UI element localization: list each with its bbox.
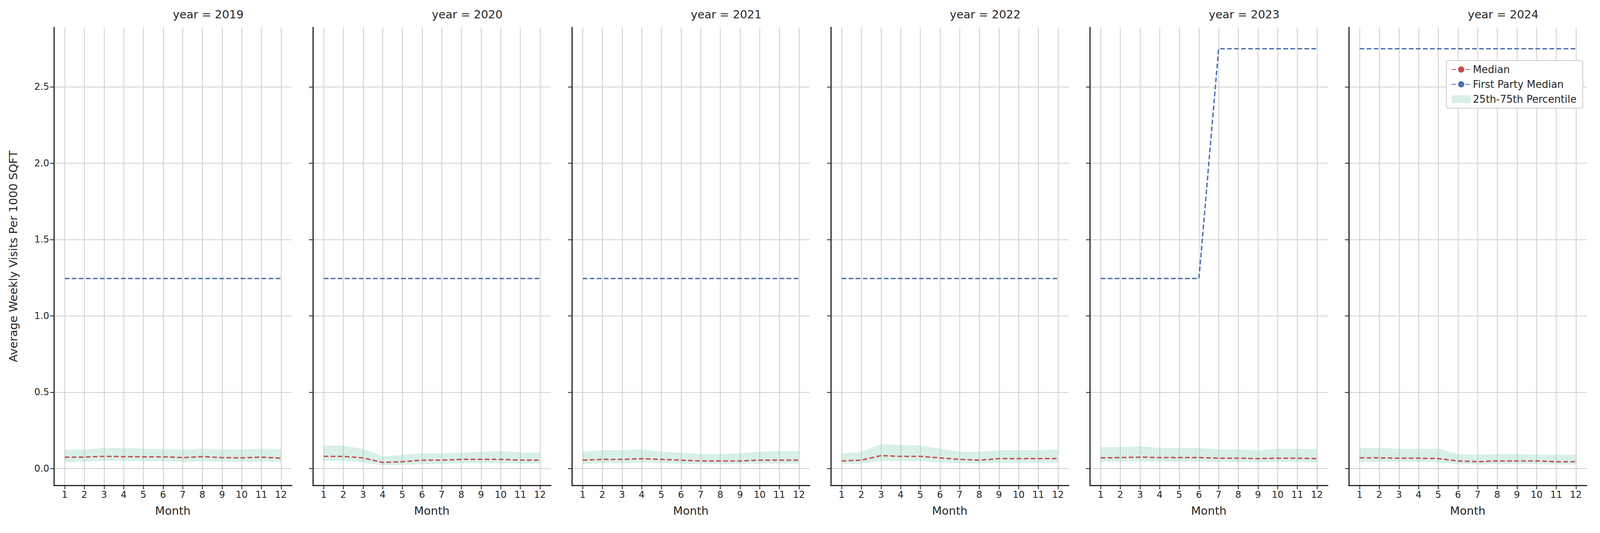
svg-text:10: 10 (753, 489, 766, 501)
svg-text:Median: Median (1473, 63, 1511, 76)
svg-text:1: 1 (61, 489, 68, 501)
svg-text:7: 7 (1215, 489, 1222, 501)
svg-text:8: 8 (976, 489, 983, 501)
svg-text:25th-75th Percentile: 25th-75th Percentile (1473, 93, 1577, 106)
svg-text:5: 5 (1435, 489, 1442, 501)
svg-text:3: 3 (360, 489, 367, 501)
svg-text:7: 7 (179, 489, 186, 501)
svg-text:4: 4 (1156, 489, 1163, 501)
svg-text:12: 12 (1051, 489, 1065, 501)
svg-text:3: 3 (1396, 489, 1402, 501)
svg-text:7: 7 (697, 489, 704, 501)
svg-text:year = 2024: year = 2024 (1467, 7, 1539, 22)
svg-text:1: 1 (579, 489, 586, 501)
svg-text:6: 6 (1196, 489, 1202, 501)
svg-text:10: 10 (1012, 489, 1025, 501)
svg-text:11: 11 (1550, 489, 1563, 501)
svg-text:2: 2 (1117, 489, 1124, 501)
svg-text:2: 2 (858, 489, 865, 501)
svg-text:10: 10 (235, 489, 248, 501)
svg-text:6: 6 (1455, 489, 1461, 501)
svg-text:Month: Month (673, 504, 709, 518)
svg-text:2.0: 2.0 (34, 157, 50, 169)
svg-text:6: 6 (160, 489, 167, 501)
svg-text:4: 4 (1415, 489, 1422, 501)
svg-text:Month: Month (932, 504, 968, 518)
svg-text:7: 7 (1474, 489, 1481, 501)
svg-text:3: 3 (101, 489, 108, 501)
svg-text:8: 8 (199, 489, 206, 501)
svg-text:Average Weekly Visits Per 1000: Average Weekly Visits Per 1000 SQFT (6, 150, 20, 363)
svg-text:0.0: 0.0 (34, 463, 50, 475)
svg-text:1: 1 (1356, 489, 1363, 501)
svg-text:11: 11 (1032, 489, 1045, 501)
svg-text:year = 2023: year = 2023 (1208, 7, 1280, 22)
svg-text:5: 5 (917, 489, 924, 501)
svg-text:12: 12 (1310, 489, 1324, 501)
svg-text:1: 1 (320, 489, 327, 501)
svg-text:12: 12 (533, 489, 547, 501)
svg-text:4: 4 (379, 489, 386, 501)
svg-text:11: 11 (1291, 489, 1304, 501)
svg-text:12: 12 (275, 489, 288, 501)
svg-text:6: 6 (937, 489, 943, 501)
svg-text:3: 3 (619, 489, 625, 501)
svg-text:10: 10 (1271, 489, 1284, 501)
svg-text:8: 8 (717, 489, 724, 501)
svg-text:8: 8 (1235, 489, 1242, 501)
svg-text:1.0: 1.0 (34, 310, 50, 322)
svg-text:11: 11 (773, 489, 786, 501)
svg-text:9: 9 (737, 489, 743, 501)
svg-text:4: 4 (120, 489, 127, 501)
svg-text:Month: Month (1191, 504, 1227, 518)
svg-text:4: 4 (638, 489, 645, 501)
svg-text:9: 9 (996, 489, 1002, 501)
svg-text:3: 3 (1137, 489, 1143, 501)
svg-text:12: 12 (1569, 489, 1583, 501)
svg-text:6: 6 (419, 489, 425, 501)
svg-text:1: 1 (838, 489, 845, 501)
svg-text:2.5: 2.5 (34, 81, 50, 93)
svg-text:2: 2 (81, 489, 88, 501)
svg-text:5: 5 (1176, 489, 1183, 501)
svg-text:8: 8 (458, 489, 465, 501)
svg-text:0.5: 0.5 (34, 386, 50, 398)
svg-text:5: 5 (658, 489, 665, 501)
svg-text:4: 4 (897, 489, 904, 501)
svg-text:year = 2020: year = 2020 (431, 7, 503, 22)
svg-text:year = 2022: year = 2022 (949, 7, 1021, 22)
svg-text:10: 10 (494, 489, 507, 501)
svg-text:5: 5 (140, 489, 147, 501)
svg-text:6: 6 (678, 489, 684, 501)
svg-text:2: 2 (340, 489, 347, 501)
svg-text:Month: Month (414, 504, 450, 518)
svg-text:9: 9 (1514, 489, 1520, 501)
svg-text:10: 10 (1530, 489, 1543, 501)
svg-text:9: 9 (478, 489, 484, 501)
svg-text:9: 9 (219, 489, 225, 501)
svg-text:11: 11 (514, 489, 527, 501)
svg-text:2: 2 (1376, 489, 1383, 501)
svg-text:7: 7 (956, 489, 963, 501)
svg-text:Month: Month (1450, 504, 1486, 518)
svg-text:year = 2019: year = 2019 (172, 7, 244, 22)
svg-text:Month: Month (155, 504, 191, 518)
svg-text:2: 2 (599, 489, 606, 501)
svg-text:8: 8 (1494, 489, 1500, 501)
svg-text:5: 5 (399, 489, 406, 501)
svg-text:First Party Median: First Party Median (1473, 78, 1565, 91)
svg-text:1: 1 (1097, 489, 1104, 501)
svg-text:3: 3 (878, 489, 884, 501)
svg-text:9: 9 (1255, 489, 1261, 501)
svg-text:7: 7 (438, 489, 445, 501)
svg-text:1.5: 1.5 (34, 233, 50, 245)
svg-text:11: 11 (255, 489, 268, 501)
svg-text:12: 12 (792, 489, 806, 501)
svg-text:year = 2021: year = 2021 (690, 7, 762, 22)
